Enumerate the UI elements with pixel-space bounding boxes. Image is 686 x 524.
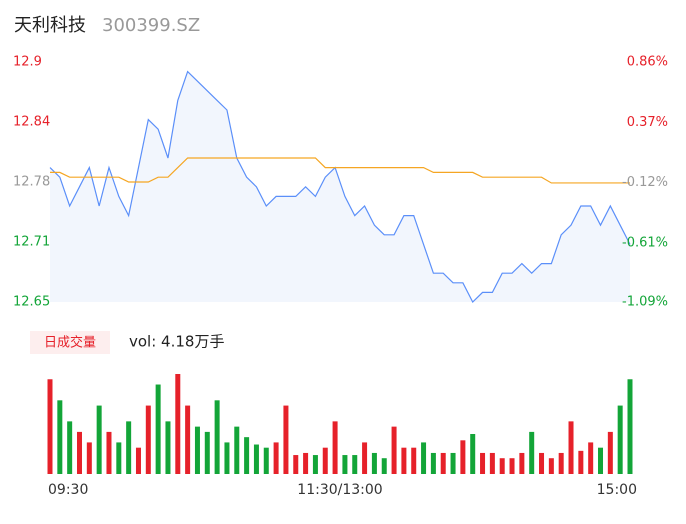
volume-bar <box>519 452 525 474</box>
volume-bar <box>116 442 122 474</box>
volume-bar <box>224 442 230 474</box>
volume-bar <box>155 384 161 474</box>
volume-bar <box>440 452 446 474</box>
volume-bar <box>529 431 535 474</box>
volume-bar <box>57 400 63 474</box>
price-line <box>49 70 631 303</box>
volume-bar <box>598 447 604 474</box>
volume-bar <box>588 442 594 474</box>
volume-bar <box>548 458 554 474</box>
volume-bar <box>578 450 584 474</box>
volume-bar <box>145 405 151 474</box>
volume-bar <box>391 426 397 474</box>
stock-code: 300399.SZ <box>102 15 200 36</box>
volume-tab: 日成交量 <box>44 335 96 351</box>
volume-bar <box>499 458 505 474</box>
volume-bar <box>234 426 240 474</box>
y-tick-label: 12.71 <box>13 235 50 250</box>
volume-bar <box>411 447 417 474</box>
volume-bar <box>489 452 495 474</box>
volume-bar <box>421 442 427 474</box>
volume-bar <box>263 447 269 474</box>
volume-bar <box>185 405 191 474</box>
volume-bar <box>204 431 210 474</box>
x-tick-label: 09:30 <box>48 482 88 498</box>
y-tick-label: 12.9 <box>13 55 42 70</box>
volume-bar <box>86 442 92 474</box>
x-tick-label: 15:00 <box>597 482 637 498</box>
volume-bar <box>135 447 141 474</box>
volume-bar <box>312 455 318 474</box>
y2-tick-label: 0.86% <box>627 55 668 70</box>
volume-bar <box>106 431 112 474</box>
volume-bar <box>460 440 466 474</box>
volume-bar <box>76 431 82 474</box>
volume-bar <box>283 405 289 474</box>
volume-bar <box>244 437 250 474</box>
volume-bar <box>480 452 486 474</box>
volume-bar <box>67 421 73 474</box>
x-tick-label: 11:30/13:00 <box>297 482 382 498</box>
volume-bar <box>627 379 633 474</box>
volume-bar <box>381 458 387 474</box>
stock-name: 天利科技 <box>14 15 86 36</box>
volume-bar <box>539 452 545 474</box>
y-tick-label: 12.84 <box>13 115 50 130</box>
volume-bar <box>607 431 613 474</box>
volume-bar <box>273 442 279 474</box>
volume-bar <box>362 442 368 474</box>
y2-tick-label: -0.12% <box>622 175 668 190</box>
volume-bar <box>617 405 623 474</box>
y2-tick-label: -1.09% <box>622 295 668 310</box>
volume-bar <box>165 421 171 474</box>
volume-bar <box>47 379 53 474</box>
volume-bar <box>401 447 407 474</box>
price-area <box>50 71 630 302</box>
volume-bar <box>430 452 436 474</box>
average-line <box>50 157 630 184</box>
volume-bar <box>450 452 456 474</box>
volume-tab-bg <box>30 331 110 354</box>
volume-total: vol: 4.18万手 <box>129 333 224 351</box>
volume-bar <box>303 452 309 474</box>
volume-bar <box>194 426 200 474</box>
y-tick-label: 12.78 <box>13 175 50 190</box>
volume-bar <box>342 455 348 474</box>
volume-bar <box>253 444 259 474</box>
y2-tick-label: 0.37% <box>627 115 668 130</box>
volume-bar <box>322 447 328 474</box>
y-tick-label: 12.65 <box>13 295 50 310</box>
volume-bar <box>96 405 102 474</box>
volume-bar <box>175 374 181 474</box>
volume-bar <box>332 421 338 474</box>
volume-bar <box>470 434 476 474</box>
volume-bar <box>371 452 377 474</box>
volume-bar <box>352 455 358 474</box>
volume-bar <box>126 421 132 474</box>
volume-bar <box>568 421 574 474</box>
y2-tick-label: -0.61% <box>622 235 668 250</box>
volume-bar <box>214 400 220 474</box>
volume-bar <box>558 452 564 474</box>
volume-bar <box>509 458 515 474</box>
volume-bar <box>293 455 299 474</box>
